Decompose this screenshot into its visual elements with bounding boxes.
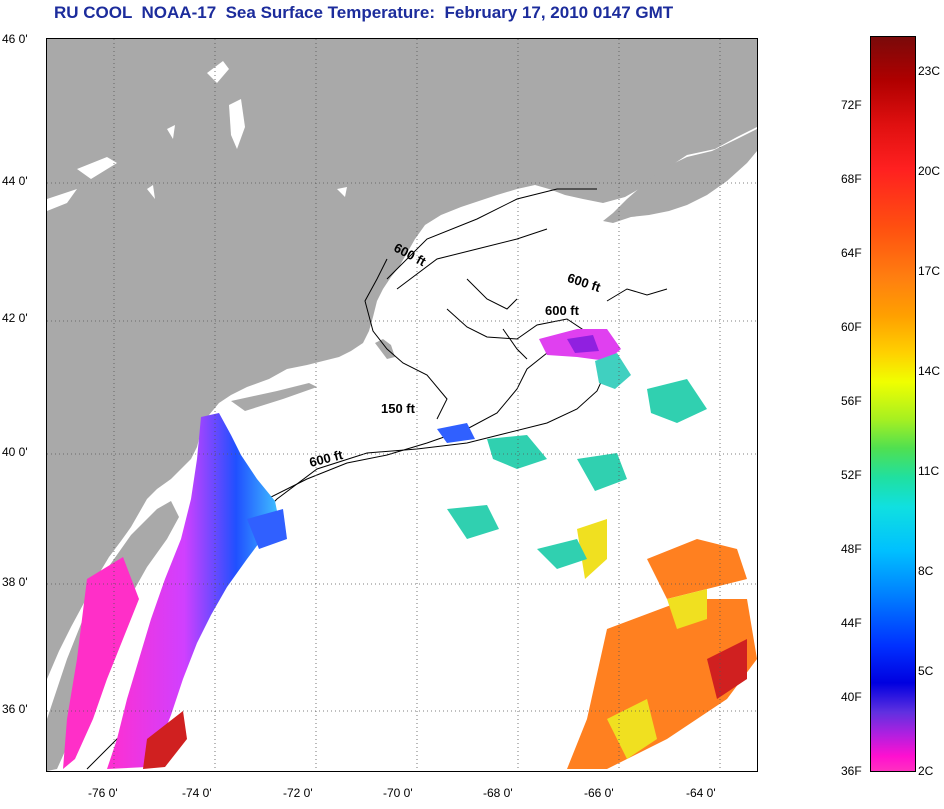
colorbar-f-68: 68F	[841, 172, 862, 186]
lakes	[47, 61, 347, 211]
lon-label-66: -66 0'	[584, 786, 614, 800]
sst-map	[47, 39, 757, 771]
colorbar-f-40: 40F	[841, 690, 862, 704]
land-mainland	[47, 39, 757, 679]
lon-label-74: -74 0'	[182, 786, 212, 800]
sst-gulf-stream-red	[143, 639, 747, 769]
land-long-island	[231, 383, 317, 411]
lon-label-76: -76 0'	[88, 786, 118, 800]
colorbar-f-44: 44F	[841, 616, 862, 630]
sst-blue-patches	[247, 423, 475, 549]
lat-label-42: 42 0'	[2, 311, 28, 325]
sst-chesapeake	[63, 557, 139, 769]
contour-600ft-gom	[364, 258, 448, 420]
map-title: RU COOL NOAA-17 Sea Surface Temperature:…	[54, 3, 674, 22]
land-cape-cod	[375, 339, 395, 359]
colorbar-c-20: 20C	[918, 164, 941, 178]
lon-label-68: -68 0'	[483, 786, 513, 800]
colorbar-c-11: 11C	[918, 464, 940, 478]
lat-label-44: 44 0'	[2, 174, 28, 188]
sst-eddies	[447, 379, 707, 569]
colorbar-c-5: 5C	[918, 664, 934, 678]
sst-coastal-cold-band	[107, 413, 279, 769]
colorbar-f-72: 72F	[841, 98, 862, 112]
lat-label-40: 40 0'	[2, 445, 28, 459]
lat-label-36: 36 0'	[2, 702, 28, 716]
colorbar-c-14: 14C	[918, 364, 941, 378]
colorbar-c-8: 8C	[918, 564, 934, 578]
colorbar-c-17: 17C	[918, 264, 941, 278]
lat-label-46: 46 0'	[2, 32, 28, 46]
colorbar-f-56: 56F	[841, 394, 862, 408]
temperature-colorbar	[870, 36, 916, 772]
lon-label-64: -64 0'	[686, 786, 716, 800]
contour-label-600ft-c: 600 ft	[545, 303, 579, 318]
colorbar-c-2: 2C	[918, 764, 934, 778]
colorbar-f-64: 64F	[841, 246, 862, 260]
colorbar-f-52: 52F	[841, 468, 862, 482]
lat-label-38: 38 0'	[2, 575, 28, 589]
contour-600ft-georges	[606, 288, 668, 302]
colorbar-f-48: 48F	[841, 542, 862, 556]
colorbar-c-23: 23C	[918, 64, 941, 78]
land-nova-scotia	[603, 129, 757, 223]
sst-gulf-stream-yellow	[577, 519, 707, 759]
colorbar-f-60: 60F	[841, 320, 862, 334]
contour-label-150ft: 150 ft	[381, 401, 415, 416]
colorbar-f-36: 36F	[841, 764, 862, 778]
coastline-detail	[386, 188, 597, 360]
lon-label-70: -70 0'	[383, 786, 413, 800]
lon-label-72: -72 0'	[283, 786, 313, 800]
map-panel: 600 ft 600 ft 600 ft 150 ft 600 ft	[46, 38, 758, 772]
